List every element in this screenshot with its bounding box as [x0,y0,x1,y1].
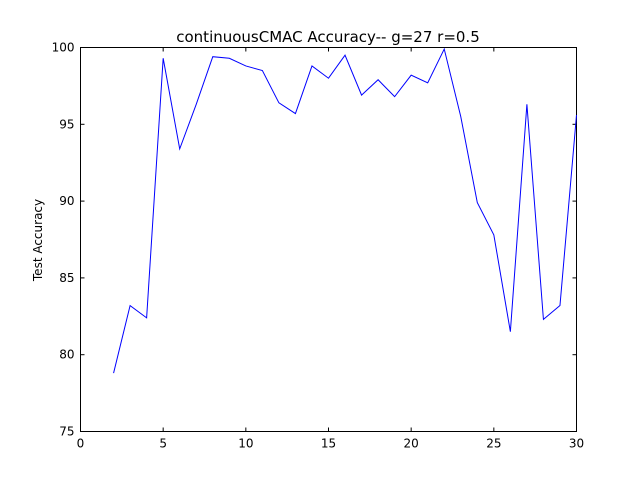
chart-title: continuousCMAC Accuracy-- g=27 r=0.5 [176,28,480,46]
y-tick-label: 75 [59,425,74,439]
series-group [113,47,577,374]
y-axis-label: Test Accuracy [31,199,45,282]
y-tick-label: 90 [59,194,74,208]
x-tick-label: 5 [159,437,167,451]
x-tick-label: 25 [486,437,501,451]
plot-area-frame [80,47,577,432]
y-tick-label: 100 [52,41,75,55]
y-tick-label: 80 [59,348,74,362]
axis-ticks: 0 5 10 15 20 25 30 75 80 85 90 95 100 [52,41,585,451]
x-tick-label: 20 [404,437,419,451]
y-tick-label: 95 [59,117,74,131]
x-tick-label: 10 [238,437,253,451]
series-line-accuracy [113,47,577,374]
x-tick-label: 15 [321,437,336,451]
x-tick-label: 30 [569,437,584,451]
x-tick-label: 0 [77,437,85,451]
y-tick-label: 85 [59,271,74,285]
